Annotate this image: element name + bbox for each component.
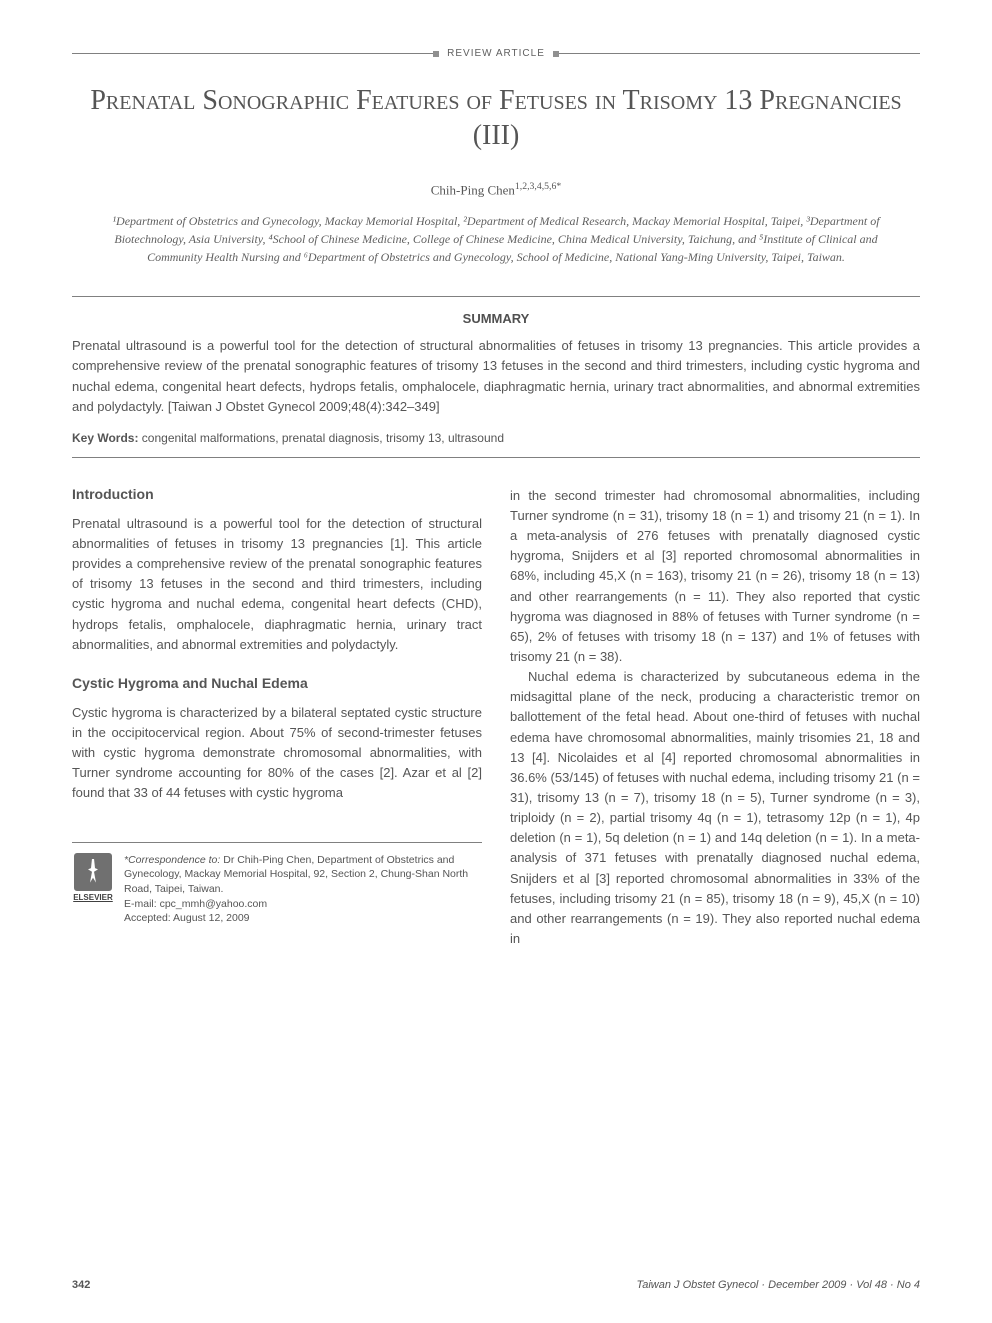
elsevier-logo: ELSEVIER [72,853,114,926]
correspondence-text: *Correspondence to: Dr Chih-Ping Chen, D… [124,853,482,926]
cystic-text: Cystic hygroma is characterized by a bil… [72,703,482,804]
author-affil-sup: 1,2,3,4,5,6* [515,181,561,192]
divider-top [72,296,920,297]
author-line: Chih-Ping Chen1,2,3,4,5,6* [72,181,920,198]
intro-heading: Introduction [72,486,482,502]
correspondence-label: *Correspondence to: [124,854,220,866]
elsevier-tree-icon [74,853,112,891]
article-type-header: REVIEW ARTICLE [72,48,920,59]
header-rule-right [559,53,920,54]
accepted-date: Accepted: August 12, 2009 [124,912,250,924]
keywords-text: congenital malformations, prenatal diagn… [138,431,504,445]
correspondence-box: ELSEVIER *Correspondence to: Dr Chih-Pin… [72,842,482,926]
cystic-heading: Cystic Hygroma and Nuchal Edema [72,675,482,691]
elsevier-label: ELSEVIER [72,893,114,902]
article-title: Prenatal Sonographic Features of Fetuses… [72,83,920,153]
page-footer: 342 Taiwan J Obstet Gynecol · December 2… [72,1279,920,1291]
col2-para1: in the second trimester had chromosomal … [510,486,920,667]
article-type-label: REVIEW ARTICLE [439,48,553,59]
summary-text: Prenatal ultrasound is a powerful tool f… [72,336,920,417]
page-number: 342 [72,1279,90,1291]
keywords-label: Key Words: [72,431,138,445]
keywords-line: Key Words: congenital malformations, pre… [72,431,920,445]
journal-footer: Taiwan J Obstet Gynecol · December 2009 … [637,1279,921,1291]
email-value: cpc_mmh@yahoo.com [160,898,268,910]
summary-heading: SUMMARY [72,311,920,326]
header-rule-left [72,53,433,54]
column-right: in the second trimester had chromosomal … [510,486,920,949]
intro-text: Prenatal ultrasound is a powerful tool f… [72,514,482,655]
column-left: Introduction Prenatal ultrasound is a po… [72,486,482,949]
body-columns: Introduction Prenatal ultrasound is a po… [72,486,920,949]
divider-bottom [72,457,920,458]
email-label: E-mail: [124,898,160,910]
author-name: Chih-Ping Chen [431,182,515,197]
col2-para2: Nuchal edema is characterized by subcuta… [510,667,920,949]
affiliations: ¹Department of Obstetrics and Gynecology… [72,212,920,266]
